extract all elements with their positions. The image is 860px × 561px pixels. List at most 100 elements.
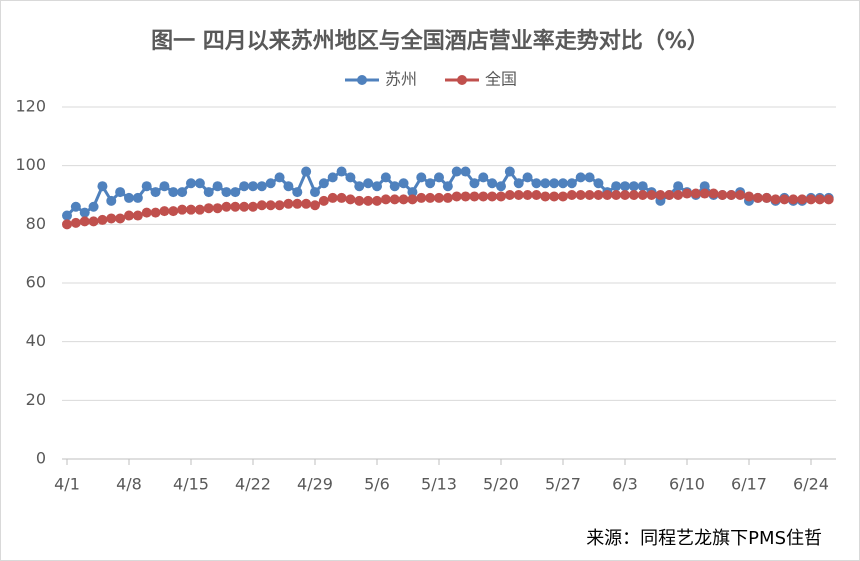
series-marker xyxy=(265,200,276,211)
series-marker xyxy=(230,187,241,198)
series-marker xyxy=(814,194,825,205)
series-marker xyxy=(619,190,630,200)
series-marker xyxy=(301,198,312,209)
series-marker xyxy=(823,194,834,205)
series-marker xyxy=(106,213,117,224)
legend-label: 全国 xyxy=(485,70,517,89)
series-marker xyxy=(487,191,498,202)
x-tick-label: 4/1 xyxy=(54,475,80,494)
series-marker xyxy=(451,191,462,202)
series-marker xyxy=(717,190,728,200)
series-marker xyxy=(292,187,303,198)
series-marker xyxy=(159,181,170,192)
series-marker xyxy=(221,187,232,198)
series-marker xyxy=(292,198,303,209)
series-marker xyxy=(185,204,196,215)
source-note: 来源：同程艺龙旗下PMS住哲 xyxy=(586,528,822,549)
series-marker xyxy=(309,187,320,198)
series-marker xyxy=(540,178,551,189)
series-marker xyxy=(593,190,604,200)
series-marker xyxy=(239,201,250,212)
series-marker xyxy=(628,181,639,192)
series-marker xyxy=(123,192,134,203)
legend-label: 苏州 xyxy=(385,70,417,89)
series-marker xyxy=(256,181,267,192)
series-marker xyxy=(336,166,347,177)
series-marker xyxy=(699,181,710,192)
x-tick-label: 5/6 xyxy=(364,475,390,494)
x-tick-label: 6/24 xyxy=(793,475,829,494)
series-marker xyxy=(522,172,533,183)
series-marker xyxy=(354,181,365,192)
series-marker xyxy=(283,181,294,192)
series-marker xyxy=(327,192,338,203)
x-tick-label: 5/13 xyxy=(421,475,457,494)
series-marker xyxy=(247,201,258,212)
series-marker xyxy=(88,201,99,212)
series-marker xyxy=(97,214,108,225)
series-marker xyxy=(159,206,170,217)
series-marker xyxy=(389,181,400,192)
series-marker xyxy=(70,217,81,228)
series-marker xyxy=(513,178,524,189)
series-marker xyxy=(442,192,453,203)
series-marker xyxy=(363,178,374,189)
series-marker xyxy=(735,190,746,200)
series-marker xyxy=(141,181,152,192)
series-marker xyxy=(540,191,551,202)
series-marker xyxy=(141,207,152,218)
series-marker xyxy=(761,192,772,203)
series-marker xyxy=(797,194,808,205)
series-marker xyxy=(327,172,338,183)
series-marker xyxy=(664,190,675,200)
series-marker xyxy=(150,207,161,218)
series-marker xyxy=(495,181,506,192)
series-marker xyxy=(194,204,205,215)
series-marker xyxy=(380,194,391,205)
x-tick-label: 4/22 xyxy=(235,475,271,494)
series-marker xyxy=(115,213,126,224)
series-marker xyxy=(62,219,72,230)
series-marker xyxy=(726,190,737,200)
x-tick-label: 5/20 xyxy=(483,475,519,494)
series-marker xyxy=(380,172,391,183)
series-marker xyxy=(185,178,196,189)
series-marker xyxy=(212,203,223,214)
series-marker xyxy=(611,181,622,192)
series-marker xyxy=(398,178,409,189)
x-tick-label: 5/27 xyxy=(545,475,581,494)
series-marker xyxy=(70,201,81,212)
series-marker xyxy=(168,187,179,198)
series-marker xyxy=(318,195,329,206)
x-tick-label: 6/17 xyxy=(731,475,767,494)
series-marker xyxy=(779,194,790,205)
series-marker xyxy=(407,187,418,198)
series-marker xyxy=(230,201,241,212)
x-tick-label: 6/10 xyxy=(669,475,705,494)
series-marker xyxy=(673,181,684,192)
series-marker xyxy=(681,188,692,199)
series-marker xyxy=(788,194,799,205)
x-tick-label: 6/3 xyxy=(612,475,638,494)
series-marker xyxy=(584,190,595,200)
series-marker xyxy=(301,166,312,177)
series-marker xyxy=(504,166,515,177)
series-marker xyxy=(593,178,604,189)
series-marker xyxy=(132,192,143,203)
series-marker xyxy=(425,178,436,189)
series-marker xyxy=(416,192,427,203)
series-marker xyxy=(611,190,622,200)
series-marker xyxy=(371,181,382,192)
series-marker xyxy=(168,206,179,217)
series-marker xyxy=(62,210,72,221)
y-tick-label: 0 xyxy=(36,449,46,468)
series-marker xyxy=(504,190,515,200)
series-marker xyxy=(345,172,356,183)
series-marker xyxy=(673,190,684,200)
y-tick-label: 100 xyxy=(15,155,46,174)
series-marker xyxy=(274,200,285,211)
series-marker xyxy=(363,195,374,206)
series-marker xyxy=(646,190,657,200)
y-tick-label: 120 xyxy=(15,97,46,116)
